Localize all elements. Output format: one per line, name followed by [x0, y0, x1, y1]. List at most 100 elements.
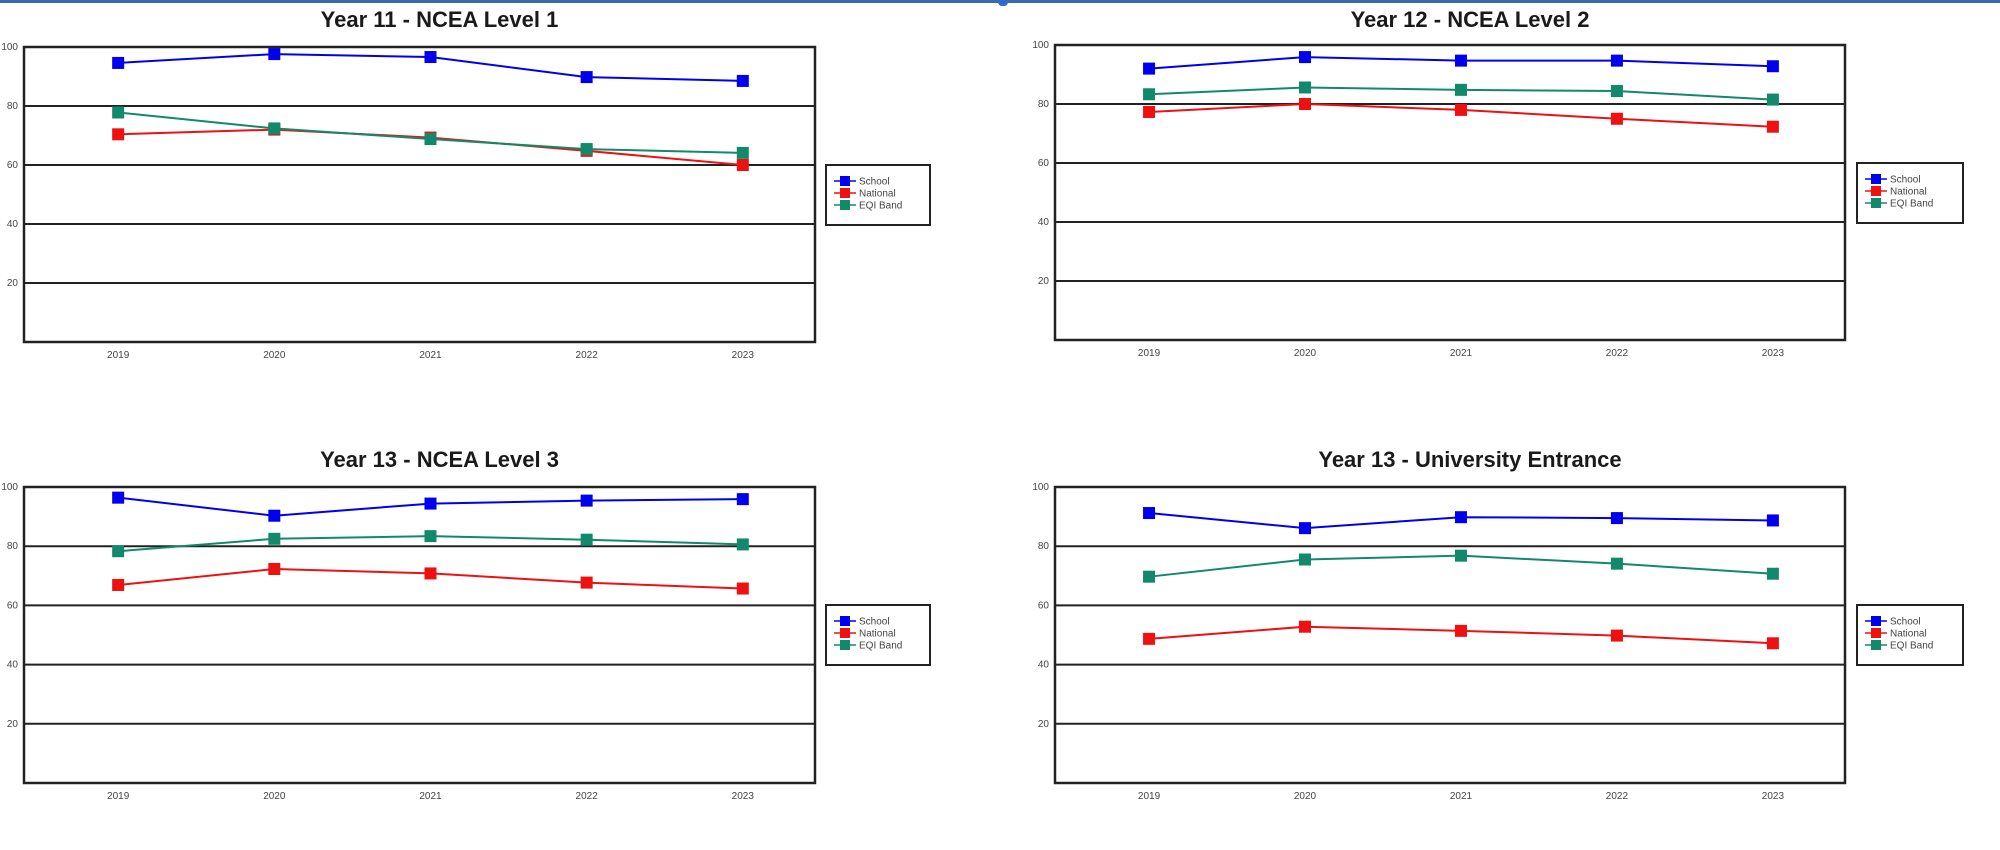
y-tick-label: 40: [7, 660, 19, 671]
x-tick-label: 2022: [576, 350, 599, 361]
x-tick-label: 2020: [263, 350, 286, 361]
chart-panel: Year 13 - NCEA Level 3 20 40 60 80 100 2019 202…: [1, 447, 931, 802]
legend-swatch-marker: [840, 188, 850, 198]
plot-frame: [1053, 43, 1847, 342]
x-tick-label: 2023: [732, 791, 755, 802]
legend-swatch-marker: [840, 176, 850, 186]
y-tick-label: 80: [7, 101, 19, 112]
y-tick-label: 100: [1, 482, 18, 493]
y-tick-label: 60: [1038, 158, 1050, 169]
legend-swatch-marker: [1871, 174, 1881, 184]
data-point: [1610, 512, 1623, 525]
legend-swatch-marker: [1871, 186, 1881, 196]
x-tick-label: 2020: [1294, 348, 1317, 359]
legend-label: National: [1890, 629, 1927, 640]
x-tick-label: 2019: [1138, 348, 1161, 359]
legend-label: EQI Band: [859, 641, 902, 652]
series-school: [112, 48, 749, 87]
y-tick-label: 20: [7, 278, 19, 289]
legend-label: National: [1890, 187, 1927, 198]
data-point: [580, 71, 593, 84]
data-point: [580, 533, 593, 546]
series-school: [112, 491, 749, 522]
chart-panel: Year 11 - NCEA Level 1 20 40 60 80 100 2019 202…: [1, 7, 931, 361]
series-eqi-band: [1143, 549, 1779, 583]
x-tick-label: 2020: [1294, 791, 1317, 802]
data-point: [268, 532, 281, 545]
data-point: [424, 133, 437, 146]
x-tick-label: 2022: [1606, 348, 1629, 359]
y-tick-label: 40: [1038, 660, 1050, 671]
data-point: [736, 538, 749, 551]
plot-frame: [22, 45, 817, 344]
data-point: [424, 497, 437, 510]
plot-frame: [1053, 485, 1847, 785]
data-point: [1610, 85, 1623, 98]
legend-swatch-marker: [1871, 628, 1881, 638]
data-point: [1766, 60, 1779, 73]
x-tick-label: 2021: [419, 350, 442, 361]
data-point: [424, 51, 437, 64]
data-point: [1299, 81, 1312, 94]
data-point: [1766, 514, 1779, 527]
data-point: [1143, 62, 1156, 75]
data-point: [1766, 93, 1779, 106]
x-tick-label: 2023: [1762, 348, 1785, 359]
data-point: [1299, 553, 1312, 566]
data-point: [736, 74, 749, 87]
legend-label: EQI Band: [1890, 199, 1933, 210]
legend-swatch-marker: [1871, 616, 1881, 626]
series-national: [1143, 620, 1779, 650]
x-tick-label: 2021: [1450, 791, 1473, 802]
data-point: [112, 106, 125, 119]
x-tick-label: 2019: [107, 791, 130, 802]
data-point: [1299, 98, 1312, 110]
data-point: [580, 576, 593, 589]
series-national: [112, 123, 749, 171]
data-point: [580, 143, 593, 156]
legend-swatch-marker: [1871, 198, 1881, 208]
y-tick-label: 60: [7, 160, 19, 171]
legend-label: School: [859, 177, 890, 188]
data-point: [1143, 88, 1156, 101]
legend-label: National: [859, 189, 896, 200]
chart-title: Year 11 - NCEA Level 1: [321, 7, 559, 32]
series-eqi-band: [112, 106, 749, 159]
data-point: [268, 509, 281, 522]
data-point: [1454, 103, 1467, 116]
data-point: [1299, 522, 1312, 535]
data-point: [112, 56, 125, 69]
data-point: [1299, 620, 1312, 633]
data-point: [1454, 511, 1467, 524]
x-tick-label: 2022: [1606, 791, 1629, 802]
legend-label: School: [859, 617, 890, 628]
data-point: [112, 128, 125, 141]
y-tick-label: 20: [1038, 719, 1050, 730]
data-point: [1143, 105, 1156, 118]
legend-label: EQI Band: [859, 201, 902, 212]
y-tick-label: 60: [7, 600, 19, 611]
x-tick-label: 2019: [107, 350, 130, 361]
series-school: [1143, 507, 1779, 535]
data-point: [268, 562, 281, 575]
data-point: [1766, 120, 1779, 133]
data-point: [1454, 549, 1467, 562]
legend-swatch-marker: [840, 616, 850, 626]
data-point: [1610, 54, 1623, 67]
y-tick-label: 40: [7, 219, 19, 230]
x-tick-label: 2021: [1450, 348, 1473, 359]
y-tick-label: 80: [7, 541, 19, 552]
top-border-handle: [998, 0, 1008, 6]
data-point: [1766, 567, 1779, 580]
legend-swatch-marker: [840, 640, 850, 650]
plot-frame: [22, 485, 817, 785]
legend-swatch-marker: [840, 200, 850, 210]
series-eqi-band: [1143, 81, 1779, 106]
data-point: [1454, 624, 1467, 637]
data-point: [736, 159, 749, 171]
legend-label: School: [1890, 175, 1921, 186]
chart-panel: Year 13 - University Entrance 20 40 60 80 100…: [1032, 447, 1964, 802]
series-school: [1143, 51, 1779, 75]
